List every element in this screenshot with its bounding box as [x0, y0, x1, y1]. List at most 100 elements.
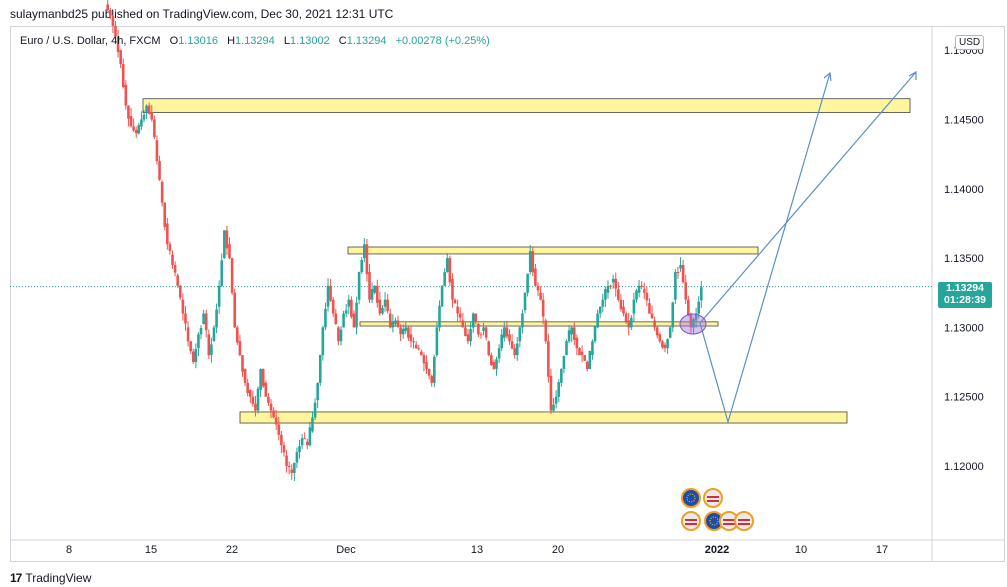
candle-body: [375, 285, 379, 303]
candle-body: [357, 271, 361, 300]
candle-body: [461, 320, 465, 328]
time-tick-label: 17: [876, 544, 888, 556]
candle-body: [479, 334, 483, 336]
candle-body: [490, 355, 493, 365]
candle-body: [598, 306, 602, 314]
tradingview-logo[interactable]: 17 TradingView: [10, 571, 91, 585]
candle-body: [129, 116, 133, 127]
candle-body: [502, 327, 506, 338]
currency-button[interactable]: USD: [955, 35, 985, 50]
candle-body: [438, 305, 441, 328]
candle-body: [420, 351, 423, 356]
price-tick-label: 1.12500: [944, 392, 984, 404]
us-flag-stripe-icon: [707, 500, 719, 502]
candle-body: [166, 223, 169, 245]
candle-body: [565, 341, 568, 356]
eu-flag-event-icon[interactable]: [681, 488, 701, 508]
candle-body: [534, 268, 537, 286]
highlight-ellipse[interactable]: [679, 313, 707, 335]
candle-body: [264, 382, 268, 397]
us-flag-stripe-icon: [723, 523, 735, 525]
candle-body: [671, 302, 675, 328]
candle-body: [513, 348, 516, 356]
projection-path-1[interactable]: [699, 72, 831, 425]
low-label: L: [283, 35, 290, 47]
candle-body: [469, 329, 472, 342]
candle-body: [210, 344, 213, 356]
price-tick-label: 1.13000: [944, 322, 984, 334]
candle-body: [254, 403, 257, 411]
candle-body: [523, 292, 527, 311]
candle-body: [694, 313, 698, 321]
candle-body: [635, 290, 638, 300]
time-tick-label: Dec: [336, 544, 356, 556]
candle-body: [448, 258, 452, 283]
candle-body: [557, 382, 561, 397]
us-flag-stripe-icon: [738, 523, 750, 525]
support-resistance-zone[interactable]: [359, 321, 719, 327]
candle-body: [277, 424, 281, 435]
current-price-label: 1.13294: [946, 281, 984, 294]
candle-body: [228, 244, 231, 259]
candle-body: [272, 410, 275, 418]
candle-body: [567, 330, 571, 342]
candle-body: [588, 350, 592, 369]
projection-path-2[interactable]: [699, 71, 917, 324]
support-resistance-zone[interactable]: [239, 411, 848, 424]
candle-body: [422, 355, 426, 364]
candle-body: [326, 285, 330, 307]
candle-body: [653, 320, 656, 328]
candle-body: [617, 289, 620, 300]
candle-body: [412, 341, 415, 343]
price-tick-label: 1.12000: [944, 461, 984, 473]
candle-body: [352, 313, 356, 328]
candle-body: [121, 64, 125, 88]
candle-body: [207, 334, 211, 356]
candle-body: [396, 320, 400, 327]
candle-body: [445, 258, 449, 272]
candle-body: [401, 328, 405, 335]
price-tick-label: 1.14000: [944, 184, 984, 196]
candle-body: [528, 251, 532, 272]
candle-body: [316, 382, 319, 401]
candle-body: [458, 313, 462, 318]
candle-body: [134, 129, 138, 134]
price-tick-label: 1.13500: [944, 253, 984, 265]
candle-body: [378, 299, 382, 314]
candle-body: [267, 396, 270, 403]
support-resistance-zone[interactable]: [347, 246, 759, 255]
candle-body: [158, 161, 161, 180]
candle-body: [482, 327, 485, 331]
candle-body: [189, 341, 192, 352]
candle-body: [443, 272, 446, 286]
candle-body: [435, 327, 439, 356]
candle-body: [676, 271, 680, 273]
candle-body: [687, 299, 690, 316]
candle-body: [241, 355, 244, 372]
candle-body: [171, 254, 174, 266]
candle-body: [173, 265, 177, 273]
time-tick-label: 20: [552, 544, 564, 556]
time-tick-label: 13: [471, 544, 483, 556]
candle-body: [453, 299, 457, 304]
candle-body: [661, 341, 664, 348]
candle-body: [111, 15, 115, 26]
candle-body: [547, 341, 550, 377]
candle-body: [505, 327, 509, 337]
support-resistance-zone[interactable]: [142, 98, 911, 113]
candle-body: [132, 126, 135, 131]
candle-body: [116, 36, 120, 52]
candle-body: [243, 368, 247, 383]
candle-body: [697, 301, 701, 314]
candle-body: [269, 403, 273, 411]
candle-body: [290, 469, 294, 473]
candle-body: [679, 265, 682, 269]
candle-body: [451, 278, 454, 300]
candle-body: [360, 259, 364, 272]
candle-body: [329, 285, 332, 301]
symbol-name[interactable]: Euro / U.S. Dollar, 4h, FXCM: [20, 35, 161, 47]
candle-body: [495, 359, 498, 369]
publisher-line: sulaymanbd25 published on TradingView.co…: [10, 7, 394, 21]
candle-body: [611, 278, 615, 283]
